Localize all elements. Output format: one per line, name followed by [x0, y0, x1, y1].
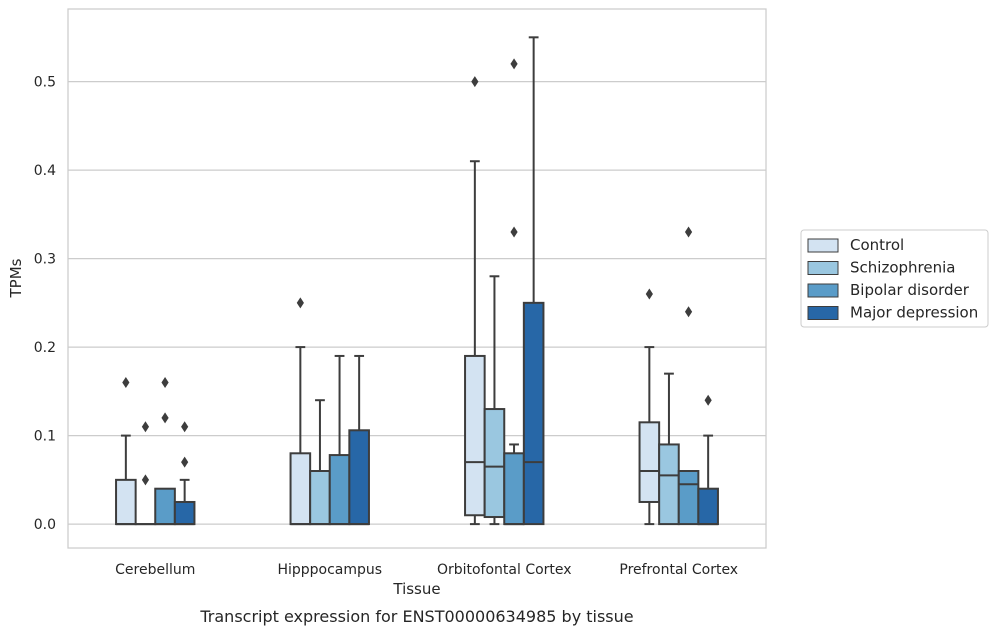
box-group: [348, 354, 370, 526]
y-tick-label: 0.1: [34, 429, 56, 445]
y-tick-label: 0.2: [34, 340, 56, 356]
box-body: [154, 487, 176, 526]
legend-label: Major depression: [850, 304, 978, 322]
box-group: [503, 58, 525, 526]
y-tick-label: 0.3: [34, 252, 56, 268]
outlier-point: [471, 76, 479, 88]
box-group: [154, 376, 176, 526]
legend-swatch: [807, 283, 839, 298]
outlier-point: [645, 288, 653, 300]
box-group: [309, 399, 331, 526]
box-body: [522, 301, 545, 526]
box-body: [677, 470, 700, 526]
y-tick-labels: 0.0 0.1 0.2 0.3 0.4 0.5: [34, 75, 56, 534]
box-group: [328, 354, 351, 526]
outlier-point: [684, 226, 693, 238]
legend-swatch: [807, 306, 839, 320]
box-group: [464, 76, 486, 526]
box-body: [309, 470, 331, 526]
legend-label: Control: [850, 236, 904, 254]
box-group: [483, 275, 506, 526]
y-tick-label: 0.4: [34, 163, 56, 179]
box-body: [464, 354, 486, 517]
outlier-point: [122, 376, 130, 388]
box-group: [658, 372, 680, 526]
box-group: [289, 297, 312, 526]
outlier-point: [161, 376, 169, 388]
outlier-point: [684, 306, 693, 318]
box-body: [115, 478, 137, 526]
box-body: [638, 421, 661, 503]
y-tick-label: 0.0: [34, 517, 56, 533]
outlier-point: [161, 412, 169, 424]
legend-label: Schizophrenia: [850, 259, 955, 277]
outlier-point: [181, 456, 189, 468]
box-group: [677, 226, 700, 526]
box-group: [115, 376, 137, 526]
chart-caption: Transcript expression for ENST0000063498…: [199, 607, 633, 626]
outlier-point: [141, 421, 150, 433]
box-body: [503, 452, 525, 526]
x-tick-label: Prefrontal Cortex: [619, 562, 738, 578]
box-body: [483, 408, 506, 519]
box-body: [173, 500, 196, 526]
outlier-point: [510, 58, 518, 70]
y-tick-label: 0.5: [34, 75, 56, 91]
outlier-point: [510, 226, 518, 238]
legend-swatch: [807, 261, 839, 275]
x-axis-label: Tissue: [392, 580, 440, 598]
box-body: [289, 452, 312, 526]
x-tick-labels: Cerebellum Hipppocampus Orbitofontal Corte…: [115, 562, 738, 578]
outlier-point: [704, 394, 712, 406]
legend-frame: [800, 229, 989, 328]
box-group: [638, 288, 661, 526]
outlier-point: [141, 474, 150, 486]
legend: Control Schizophrenia Bipolar disorder Majo…: [800, 229, 989, 328]
box-group: [522, 36, 545, 526]
outlier-point: [296, 297, 304, 309]
x-tick-label: Hipppocampus: [277, 562, 382, 578]
outlier-point: [181, 421, 189, 433]
box-body: [697, 487, 719, 526]
legend-label: Bipolar disorder: [850, 281, 970, 299]
box-body: [348, 429, 370, 526]
box-group: [173, 421, 196, 526]
plot-area-frame: [67, 8, 767, 549]
box-marks: [115, 36, 719, 526]
y-axis-label: TPMs: [7, 258, 25, 298]
box-group: [697, 394, 719, 526]
x-tick-label: Cerebellum: [115, 562, 195, 578]
box-body: [328, 454, 351, 526]
x-tick-label: Orbitofontal Cortex: [437, 562, 572, 578]
box-body: [658, 443, 680, 526]
box-group: [134, 421, 157, 526]
legend-swatch: [807, 238, 839, 253]
